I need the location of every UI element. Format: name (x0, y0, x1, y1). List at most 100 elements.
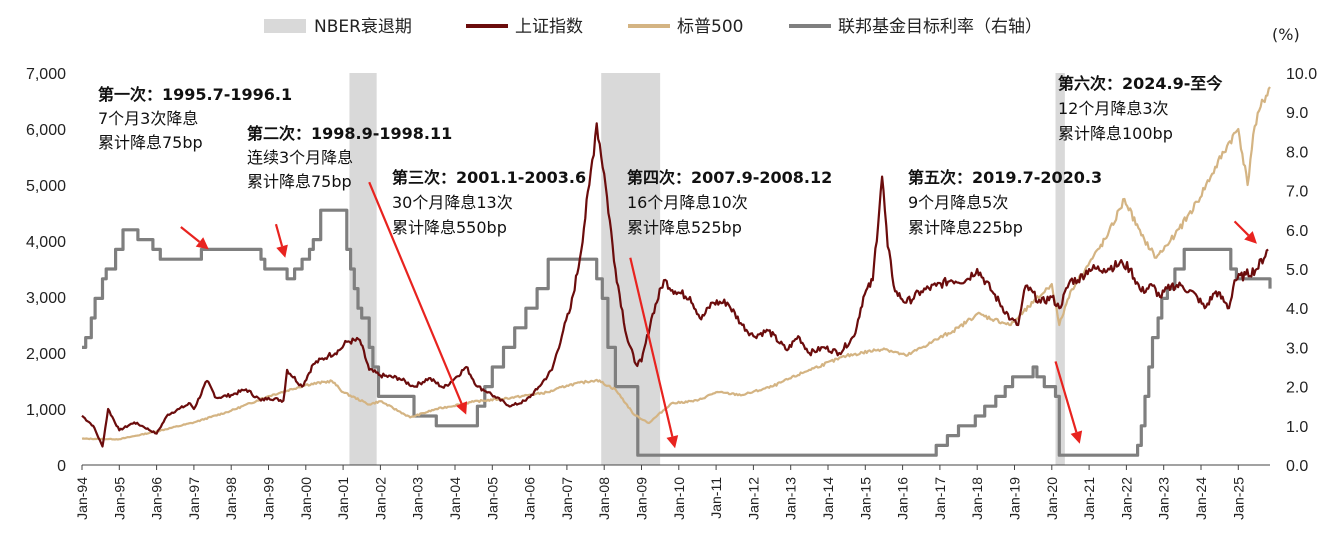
arrow-6-head (1244, 231, 1257, 244)
x-tick-label: Jan-95 (111, 477, 127, 520)
x-tick-label: Jan-15 (857, 477, 873, 520)
y-right-tick-label: 8.0 (1286, 144, 1308, 161)
annotation-2: 第二次：1998.9-1998.11 连续3个月降息 累计降息75bp (247, 124, 452, 191)
legend-item-nber: NBER衰退期 (264, 17, 412, 37)
x-tick-label: Jan-06 (522, 477, 538, 520)
arrow-3-shaft (368, 181, 463, 404)
x-tick-label: Jan-22 (1118, 477, 1134, 520)
annotation-2-line-2: 累计降息75bp (247, 172, 352, 191)
series-line-sp500 (81, 86, 1271, 441)
x-tick-label: Jan-21 (1081, 477, 1097, 520)
x-tick-label: Jan-02 (372, 477, 388, 520)
arrow-2-shaft (274, 223, 284, 247)
x-tick-label: Jan-14 (820, 477, 836, 520)
legend-item-fed: 联邦基金目标利率（右轴） (789, 17, 1042, 37)
x-tick-label: Jan-94 (74, 477, 90, 520)
y-left-tick-label: 0 (57, 458, 66, 475)
annotation-4: 第四次：2007.9-2008.12 16个月降息10次 累计降息525bp (627, 168, 832, 237)
annotations: 第一次：1995.7-1996.1 7个月3次降息 累计降息75bp 第二次：1… (98, 74, 1222, 237)
arrow-1-head (195, 237, 209, 250)
annotation-4-line-2: 累计降息525bp (627, 218, 742, 237)
annotation-5-title: 第五次：2019.7-2020.3 (908, 168, 1102, 187)
y-right-tick-label: 3.0 (1286, 340, 1308, 357)
y-right-tick-label: 5.0 (1286, 262, 1308, 279)
x-tick-label: Jan-09 (633, 477, 649, 520)
annotation-3: 第三次：2001.1-2003.6 30个月降息13次 累计降息550bp (392, 168, 586, 237)
y-left-tick-label: 3,000 (26, 290, 66, 307)
x-tick-label: Jan-10 (671, 477, 687, 520)
x-tick-label: Jan-17 (932, 477, 948, 520)
annotation-5: 第五次：2019.7-2020.3 9个月降息5次 累计降息225bp (908, 168, 1102, 237)
x-tick-label: Jan-04 (447, 477, 463, 520)
x-tick-label: Jan-98 (223, 477, 239, 520)
x-tick-label: Jan-20 (1044, 477, 1060, 520)
recession-bands (349, 73, 1065, 465)
annotation-1-line-2: 累计降息75bp (98, 133, 203, 152)
y-left-tick-label: 6,000 (26, 122, 66, 139)
legend: NBER衰退期 上证指数 标普500 联邦基金目标利率（右轴） (264, 17, 1042, 37)
y-right-tick-label: 2.0 (1286, 380, 1308, 397)
y-right-tick-label: 6.0 (1286, 223, 1308, 240)
arrow-5-shaft (1054, 361, 1078, 433)
x-tick-label: Jan-24 (1193, 477, 1209, 520)
x-tick-label: Jan-05 (484, 477, 500, 520)
y-right-tick-label: 10.0 (1286, 66, 1317, 83)
annotation-3-line-2: 累计降息550bp (392, 218, 507, 237)
x-tick-label: Jan-19 (1006, 477, 1022, 520)
annotation-3-title: 第三次：2001.1-2003.6 (392, 168, 586, 187)
annotation-3-line-1: 30个月降息13次 (392, 193, 513, 212)
y-right-tick-label: 4.0 (1286, 301, 1308, 318)
x-tick-label: Jan-18 (969, 477, 985, 520)
right-axis-unit: (%) (1272, 25, 1300, 44)
arrow-2-head (276, 244, 288, 258)
x-tick-label: Jan-01 (335, 477, 351, 520)
x-tick-label: Jan-12 (745, 477, 761, 520)
y-right-tick-label: 7.0 (1286, 184, 1308, 201)
x-tick-label: Jan-25 (1230, 477, 1246, 520)
series-lines (81, 86, 1272, 457)
annotation-1: 第一次：1995.7-1996.1 7个月3次降息 累计降息75bp (98, 85, 292, 152)
arrow-3-head (456, 401, 468, 415)
x-axis-ticks: Jan-94 Jan-95 Jan-96 Jan-97 Jan-98 Jan-99 Jan-… (74, 465, 1246, 520)
arrow-1-shaft (180, 226, 201, 243)
y-right-tick-label: 9.0 (1286, 105, 1308, 122)
annotation-6-line-2: 累计降息100bp (1058, 124, 1173, 143)
arrow-6-shaft (1233, 220, 1250, 237)
legend-label-nber: NBER衰退期 (314, 17, 412, 37)
x-tick-label: Jan-07 (559, 477, 575, 520)
y-axis-left-ticks: 0 1,000 2,000 3,000 4,000 5,000 6,000 7,000 (26, 66, 66, 475)
x-tick-label: Jan-00 (298, 477, 314, 520)
legend-label-fed: 联邦基金目标利率（右轴） (838, 17, 1042, 37)
annotation-1-title: 第一次：1995.7-1996.1 (98, 85, 292, 104)
series-line-fed (82, 208, 1272, 457)
x-tick-label: Jan-97 (186, 477, 202, 520)
annotation-6-line-1: 12个月降息3次 (1058, 99, 1169, 118)
recession-band-3 (1055, 73, 1065, 465)
x-tick-label: Jan-16 (895, 477, 911, 520)
annotation-6: 第六次：2024.9-至今 12个月降息3次 累计降息100bp (1058, 74, 1222, 143)
legend-label-sse: 上证指数 (515, 17, 583, 37)
annotation-5-line-2: 累计降息225bp (908, 218, 1023, 237)
recession-band-2 (601, 73, 661, 465)
annotation-4-line-1: 16个月降息10次 (627, 193, 748, 212)
x-tick-label: Jan-03 (410, 477, 426, 520)
x-tick-label: Jan-99 (260, 477, 276, 520)
annotation-arrows (180, 181, 1257, 449)
y-left-tick-label: 1,000 (26, 402, 66, 419)
arrow-5-head (1070, 430, 1083, 444)
legend-item-sse: 上证指数 (466, 17, 583, 37)
annotation-4-title: 第四次：2007.9-2008.12 (627, 168, 832, 187)
arrow-4-shaft (629, 257, 674, 437)
legend-swatch-nber (264, 19, 306, 33)
x-tick-label: Jan-08 (596, 477, 612, 520)
arrow-4-head (666, 435, 679, 449)
series-line-sse (81, 122, 1269, 448)
annotation-2-title: 第二次：1998.9-1998.11 (247, 124, 452, 143)
annotation-6-title: 第六次：2024.9-至今 (1058, 74, 1222, 93)
x-tick-label: Jan-96 (149, 477, 165, 520)
x-tick-label: Jan-23 (1156, 477, 1172, 520)
y-left-tick-label: 7,000 (26, 66, 66, 83)
y-left-tick-label: 2,000 (26, 346, 66, 363)
y-right-tick-label: 1.0 (1286, 419, 1308, 436)
